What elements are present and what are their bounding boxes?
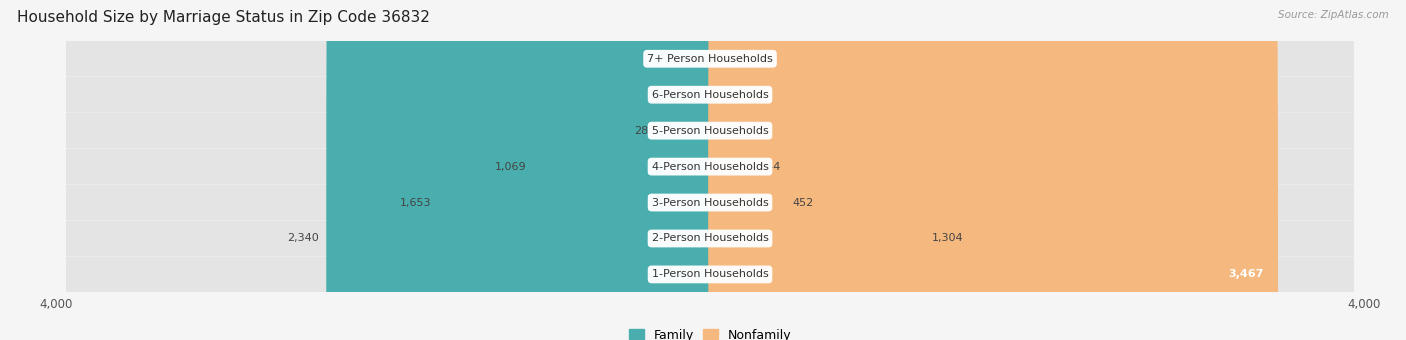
Text: 1,304: 1,304 (932, 234, 963, 243)
Text: 452: 452 (793, 198, 814, 207)
FancyBboxPatch shape (709, 0, 713, 340)
Text: 5-Person Households: 5-Person Households (651, 126, 769, 136)
Text: 4-Person Households: 4-Person Households (651, 162, 769, 172)
Text: 3-Person Households: 3-Person Households (651, 198, 769, 207)
FancyBboxPatch shape (66, 41, 1354, 76)
Text: Source: ZipAtlas.com: Source: ZipAtlas.com (1278, 10, 1389, 20)
FancyBboxPatch shape (709, 0, 925, 340)
FancyBboxPatch shape (66, 149, 1354, 184)
FancyBboxPatch shape (709, 0, 751, 340)
FancyBboxPatch shape (709, 0, 1278, 340)
Text: Household Size by Marriage Status in Zip Code 36832: Household Size by Marriage Status in Zip… (17, 10, 430, 25)
FancyBboxPatch shape (664, 0, 711, 340)
Text: 3,467: 3,467 (1229, 269, 1264, 279)
Text: 28: 28 (724, 90, 738, 100)
Text: 0: 0 (718, 54, 725, 64)
Text: 7: 7 (693, 54, 700, 64)
FancyBboxPatch shape (709, 0, 716, 340)
FancyBboxPatch shape (326, 0, 711, 340)
FancyBboxPatch shape (534, 0, 711, 340)
FancyBboxPatch shape (709, 0, 785, 340)
Text: 6-Person Households: 6-Person Households (651, 90, 769, 100)
Text: 7+ Person Households: 7+ Person Households (647, 54, 773, 64)
Text: 1,069: 1,069 (495, 162, 526, 172)
Text: 71: 71 (675, 90, 689, 100)
Legend: Family, Nonfamily: Family, Nonfamily (628, 328, 792, 340)
Text: 1,653: 1,653 (399, 198, 430, 207)
FancyBboxPatch shape (66, 185, 1354, 220)
FancyBboxPatch shape (707, 0, 711, 340)
Text: 2-Person Households: 2-Person Households (651, 234, 769, 243)
Text: 1-Person Households: 1-Person Households (651, 269, 769, 279)
Text: 244: 244 (759, 162, 780, 172)
FancyBboxPatch shape (66, 257, 1354, 292)
FancyBboxPatch shape (66, 113, 1354, 149)
Text: 2,340: 2,340 (287, 234, 319, 243)
FancyBboxPatch shape (66, 221, 1354, 256)
FancyBboxPatch shape (66, 77, 1354, 113)
Text: 13: 13 (721, 126, 735, 136)
Text: 280: 280 (634, 126, 655, 136)
FancyBboxPatch shape (697, 0, 711, 340)
FancyBboxPatch shape (439, 0, 711, 340)
